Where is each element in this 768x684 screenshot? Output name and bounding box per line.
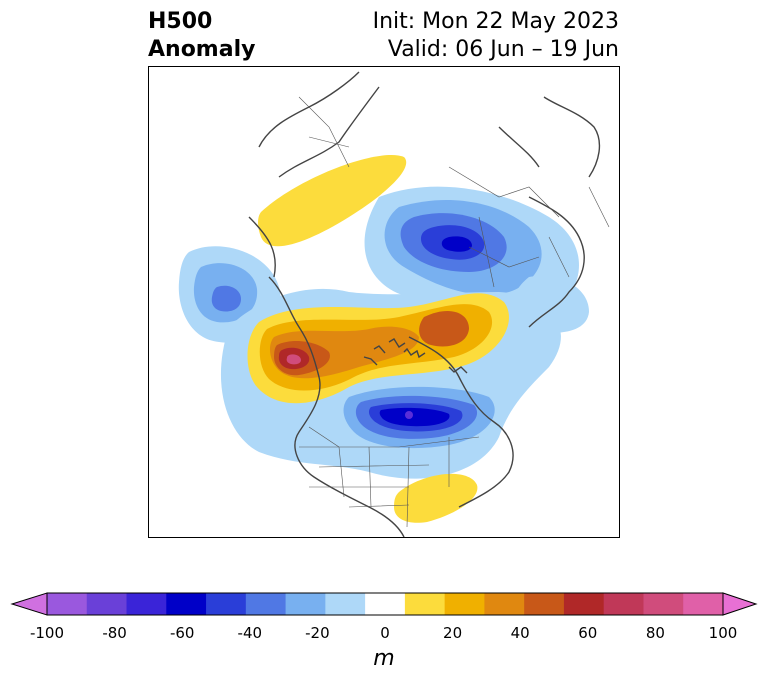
colorbar-cell xyxy=(524,593,565,615)
colorbar-tick-label: -20 xyxy=(305,624,330,642)
colorbar-cell xyxy=(484,593,525,615)
anomaly-north-yellow xyxy=(258,155,407,247)
anomaly-map xyxy=(148,66,620,538)
colorbar-tick-label: -40 xyxy=(237,624,263,642)
colorbar-cell xyxy=(86,593,128,615)
anomaly-warm xyxy=(247,293,509,404)
colorbar-tick-label: -60 xyxy=(169,624,195,642)
valid-date: Valid: 06 Jun – 19 Jun xyxy=(387,37,619,62)
colorbar-cell xyxy=(325,593,366,615)
title-line-1: H500 xyxy=(148,9,213,34)
colorbar-frame xyxy=(46,592,724,616)
anomaly-hudson-bay xyxy=(343,386,495,449)
title-line-2: Anomaly xyxy=(148,37,256,62)
colorbar-cell xyxy=(683,593,724,615)
colorbar-cell xyxy=(47,593,88,615)
colorbar-unit: m xyxy=(373,646,395,671)
colorbar-tick-label: -100 xyxy=(29,624,65,642)
colorbar-cell xyxy=(126,593,167,615)
init-date: Init: Mon 22 May 2023 xyxy=(372,9,619,34)
colorbar-tick-label: 40 xyxy=(510,624,530,642)
map-title: H500 Anomaly xyxy=(148,8,255,64)
colorbar-cell xyxy=(404,593,446,615)
borders xyxy=(298,96,610,528)
colorbar-cell xyxy=(603,593,644,615)
map-svg xyxy=(178,71,610,537)
colorbar-tick-label: -80 xyxy=(102,624,127,642)
colorbar-extend-min xyxy=(10,592,48,616)
colorbar-cell xyxy=(365,593,406,615)
colorbar-cell xyxy=(285,593,326,615)
colorbar-tick-label: 80 xyxy=(645,624,665,642)
colorbar-tick-label: 100 xyxy=(708,624,738,642)
colorbar-tick-label: 0 xyxy=(380,624,390,642)
colorbar xyxy=(10,592,758,616)
colorbar-tick-label: 60 xyxy=(578,624,598,642)
colorbar-cell xyxy=(245,593,287,615)
colorbar-cell xyxy=(444,593,485,615)
colorbar-cell xyxy=(206,593,247,615)
colorbar-cell xyxy=(643,593,684,615)
colorbar-tick-label: 20 xyxy=(443,624,463,642)
colorbar-extend-max xyxy=(722,592,758,616)
colorbar-cell xyxy=(166,593,207,615)
anomaly-siberia xyxy=(364,186,589,333)
colorbar-cells xyxy=(10,592,758,616)
anomaly-atlantic xyxy=(394,473,478,523)
map-dates: Init: Mon 22 May 2023 Valid: 06 Jun – 19… xyxy=(373,8,619,64)
colorbar-cell xyxy=(563,593,605,615)
